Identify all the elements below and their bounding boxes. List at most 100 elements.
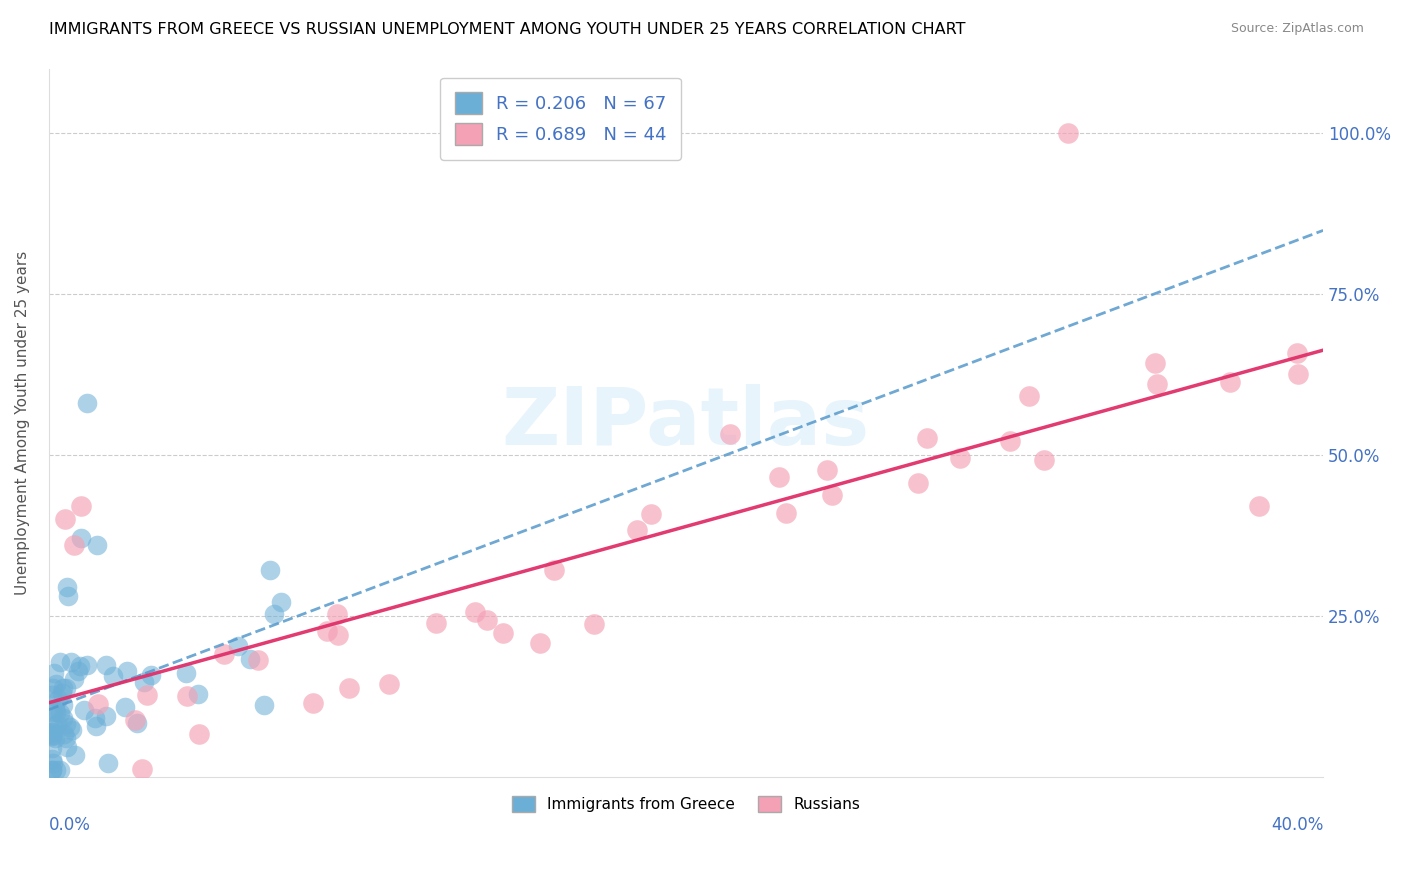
Point [270, 595, 292, 609]
Point [51, 686, 73, 700]
Point [949, 451, 972, 466]
Point [46, 691, 69, 706]
Y-axis label: Unemployment Among Youth under 25 years: Unemployment Among Youth under 25 years [15, 251, 30, 595]
Text: Source: ZipAtlas.com: Source: ZipAtlas.com [1230, 22, 1364, 36]
Point [42, 681, 65, 696]
Point [41, 724, 63, 739]
Point [131, 762, 153, 776]
Point [326, 628, 349, 642]
Point [76, 396, 98, 410]
Point [41, 756, 63, 771]
Point [84, 719, 107, 733]
Point [301, 696, 323, 710]
Point [69, 500, 91, 514]
Point [583, 617, 606, 632]
Point [41, 763, 63, 777]
Point [378, 677, 401, 691]
Point [768, 469, 790, 483]
Point [475, 613, 498, 627]
Point [1143, 356, 1166, 370]
Point [492, 626, 515, 640]
Point [56, 580, 79, 594]
Point [135, 688, 157, 702]
Point [44, 666, 66, 681]
Point [176, 690, 198, 704]
Point [259, 563, 281, 577]
Point [51, 711, 73, 725]
Point [55, 717, 77, 731]
Point [52, 726, 75, 740]
Point [1219, 375, 1241, 389]
Point [69, 532, 91, 546]
Point [263, 607, 285, 622]
Point [49, 706, 72, 721]
Point [73, 703, 96, 717]
Point [1033, 452, 1056, 467]
Point [53, 512, 76, 526]
Point [114, 700, 136, 714]
Point [821, 488, 844, 502]
Point [45, 677, 67, 691]
Point [775, 506, 797, 520]
Point [44, 731, 66, 745]
Point [52, 681, 75, 695]
Point [326, 607, 349, 622]
Point [86, 697, 108, 711]
Point [41, 740, 63, 755]
Point [1286, 367, 1309, 381]
Point [246, 653, 269, 667]
Point [97, 756, 120, 770]
Point [60, 723, 83, 738]
Point [63, 672, 86, 686]
Point [1146, 377, 1168, 392]
Point [41, 752, 63, 766]
Point [41, 727, 63, 741]
Point [1018, 389, 1040, 403]
Point [67, 665, 90, 679]
Point [56, 590, 79, 604]
Point [41, 729, 63, 743]
Point [134, 674, 156, 689]
Point [49, 763, 72, 777]
Point [315, 624, 337, 639]
Point [174, 665, 197, 680]
Text: 0.0%: 0.0% [49, 815, 90, 833]
Point [998, 434, 1021, 449]
Point [212, 647, 235, 661]
Text: 40.0%: 40.0% [1271, 815, 1323, 833]
Point [188, 727, 211, 741]
Point [58, 720, 80, 734]
Point [63, 747, 86, 762]
Point [127, 716, 149, 731]
Point [1249, 500, 1271, 514]
Point [117, 664, 139, 678]
Point [718, 426, 741, 441]
Point [124, 714, 146, 728]
Point [94, 708, 117, 723]
Point [76, 658, 98, 673]
Point [83, 711, 105, 725]
Point [96, 657, 118, 672]
Point [55, 740, 77, 755]
Point [59, 655, 82, 669]
Point [41, 763, 63, 777]
Point [907, 476, 929, 491]
Point [253, 698, 276, 713]
Point [44, 702, 66, 716]
Point [45, 705, 67, 719]
Point [63, 538, 86, 552]
Point [226, 639, 249, 653]
Point [48, 656, 70, 670]
Point [1057, 126, 1080, 140]
Point [41, 719, 63, 733]
Point [101, 669, 124, 683]
Point [543, 563, 565, 577]
Point [915, 432, 938, 446]
Point [337, 681, 360, 695]
Point [815, 463, 838, 477]
Text: IMMIGRANTS FROM GREECE VS RUSSIAN UNEMPLOYMENT AMONG YOUTH UNDER 25 YEARS CORREL: IMMIGRANTS FROM GREECE VS RUSSIAN UNEMPL… [49, 22, 966, 37]
Point [55, 681, 77, 695]
Point [46, 716, 69, 731]
Point [41, 688, 63, 702]
Text: ZIPatlas: ZIPatlas [502, 384, 870, 461]
